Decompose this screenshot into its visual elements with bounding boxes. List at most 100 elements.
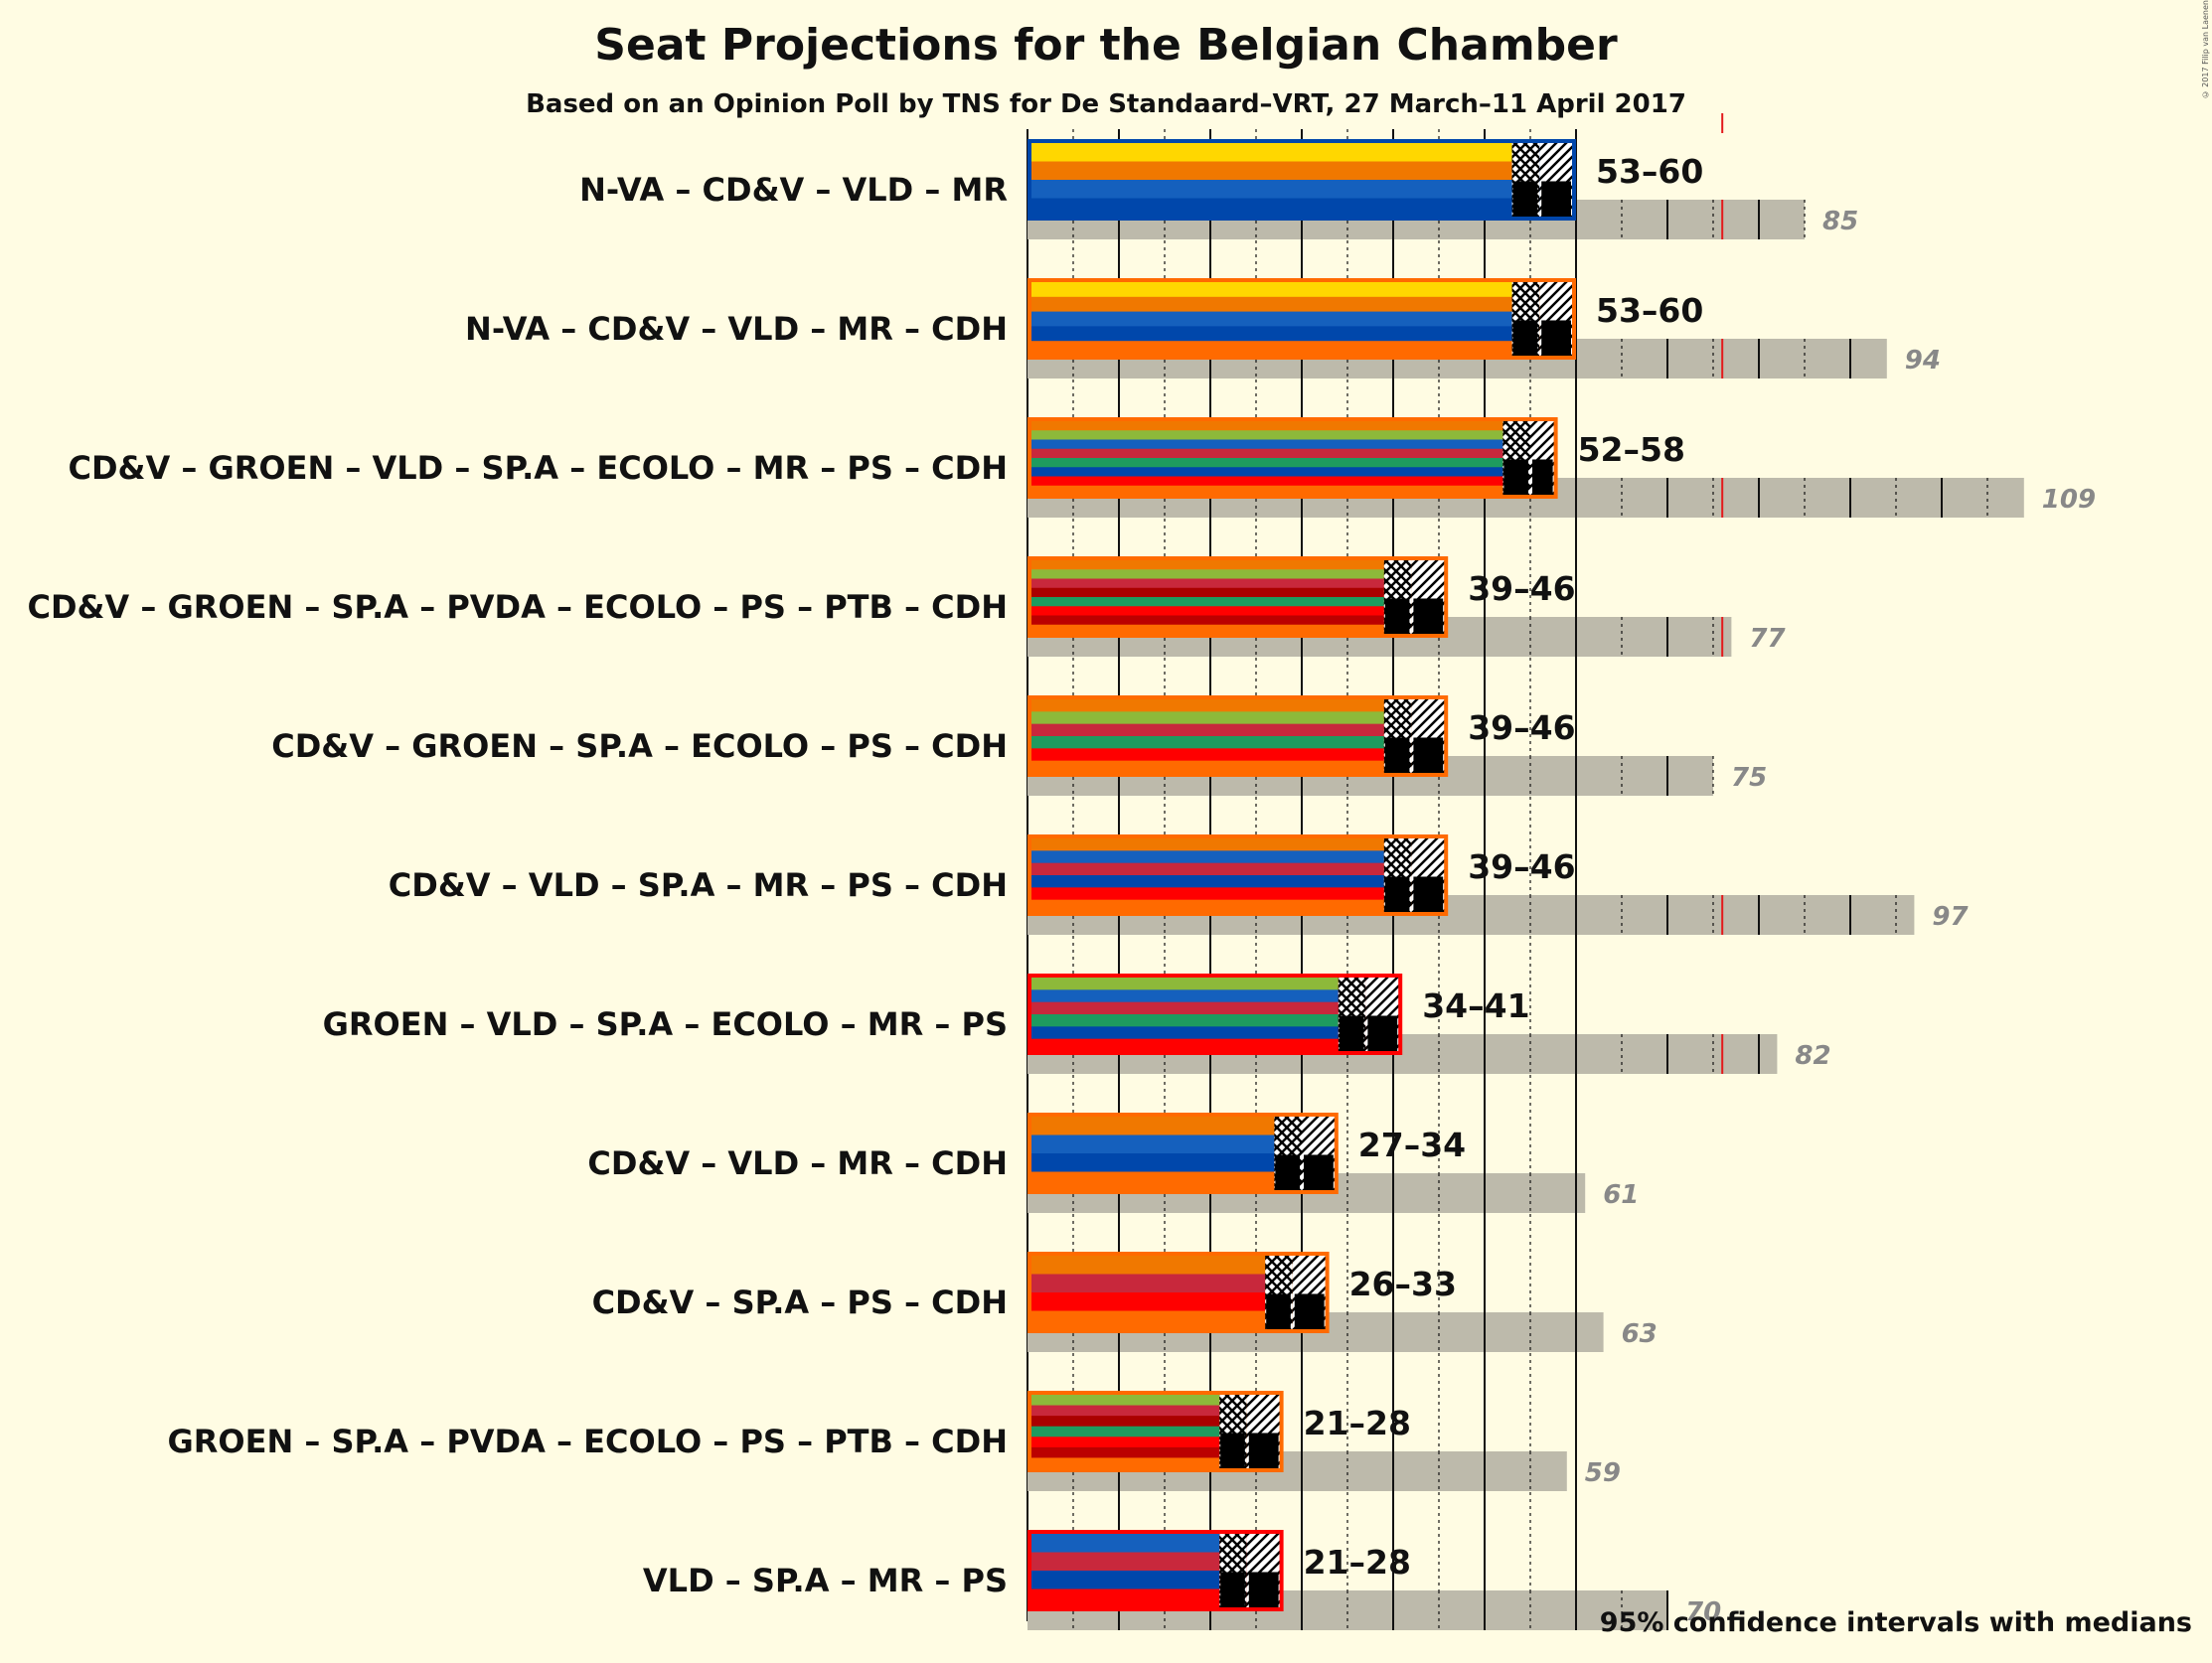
median-block-lower bbox=[1220, 1572, 1245, 1607]
range-label: 21–28 bbox=[1304, 1543, 1411, 1582]
median-block-upper bbox=[1541, 181, 1571, 217]
party-stripe bbox=[1031, 180, 1512, 199]
party-stripe bbox=[1031, 838, 1384, 851]
party-stripe bbox=[1031, 1038, 1339, 1052]
party-stripe bbox=[1031, 1446, 1220, 1458]
coalition-label: GROEN – SP.A – PVDA – ECOLO – PS – PTB –… bbox=[167, 1423, 1008, 1460]
party-stripe bbox=[1031, 560, 1384, 570]
party-stripe bbox=[1031, 736, 1384, 749]
party-stripe bbox=[1031, 569, 1384, 579]
median-block-lower bbox=[1339, 1015, 1364, 1051]
coalition-row: 75 39–46 CD&V – GROEN – SP.A – ECOLO – PS … bbox=[271, 695, 1767, 796]
coalition-row: 77 39–46 CD&V – GROEN – SP.A – PVDA – ECOL… bbox=[27, 556, 1786, 657]
party-stripe bbox=[1031, 326, 1512, 342]
bars-layer: 85 53–60 N-VA – CD&V – VLD – MR 94 53–60 N-VA… bbox=[27, 139, 2096, 1630]
party-stripe bbox=[1031, 760, 1384, 774]
coalition-label: CD&V – GROEN – VLD – SP.A – ECOLO – MR –… bbox=[68, 449, 1008, 487]
range-label: 53–60 bbox=[1596, 291, 1703, 330]
median-block-upper bbox=[1294, 1293, 1325, 1329]
range-label: 39–46 bbox=[1468, 847, 1575, 886]
party-stripe bbox=[1031, 1436, 1220, 1448]
party-stripe bbox=[1031, 850, 1384, 864]
range-label: 27–34 bbox=[1358, 1126, 1466, 1164]
median-block-lower bbox=[1275, 1154, 1300, 1190]
party-stripe bbox=[1031, 1001, 1339, 1015]
coalition-row: 97 39–46 CD&V – VLD – SP.A – MR – PS – CDH bbox=[389, 834, 1969, 935]
coalition-label: N-VA – CD&V – VLD – MR – CDH bbox=[465, 310, 1008, 348]
coalition-label: N-VA – CD&V – VLD – MR bbox=[579, 171, 1008, 209]
party-stripe bbox=[1031, 430, 1503, 440]
median-block-lower bbox=[1384, 737, 1410, 773]
party-stripe bbox=[1031, 1534, 1220, 1553]
last-result-label: 82 bbox=[1795, 1041, 1830, 1071]
party-stripe bbox=[1031, 887, 1384, 901]
last-result-label: 97 bbox=[1932, 902, 1969, 932]
party-stripe bbox=[1031, 1457, 1220, 1469]
party-stripe bbox=[1031, 198, 1512, 218]
coalition-row: 61 27–34 CD&V – VLD – MR – CDH bbox=[587, 1113, 1639, 1213]
coalition-row: 59 21–28 GROEN – SP.A – PVDA – ECOLO – PS … bbox=[167, 1391, 1621, 1491]
party-stripe bbox=[1031, 1416, 1220, 1428]
party-stripe bbox=[1031, 606, 1384, 616]
party-stripe bbox=[1031, 1310, 1266, 1330]
party-stripe bbox=[1031, 624, 1384, 635]
median-block-upper bbox=[1413, 876, 1444, 912]
party-stripe bbox=[1031, 578, 1384, 589]
last-result-label: 70 bbox=[1685, 1597, 1721, 1627]
party-stripe bbox=[1031, 1405, 1220, 1417]
party-stripe bbox=[1031, 1552, 1220, 1572]
median-block-upper bbox=[1541, 320, 1571, 356]
coalition-label: CD&V – VLD – SP.A – MR – PS – CDH bbox=[389, 866, 1008, 904]
party-stripe bbox=[1031, 143, 1512, 162]
party-stripe bbox=[1031, 1026, 1339, 1040]
party-stripe bbox=[1031, 296, 1512, 313]
range-label: 53–60 bbox=[1596, 152, 1703, 191]
party-stripe bbox=[1031, 341, 1512, 357]
coalition-label: GROEN – VLD – SP.A – ECOLO – MR – PS bbox=[323, 1005, 1008, 1043]
party-stripe bbox=[1031, 699, 1384, 712]
party-stripe bbox=[1031, 1256, 1266, 1275]
party-stripe bbox=[1031, 458, 1503, 468]
median-block-upper bbox=[1532, 459, 1553, 495]
median-block-lower bbox=[1384, 598, 1410, 634]
coalition-label: CD&V – GROEN – SP.A – ECOLO – PS – CDH bbox=[271, 727, 1008, 765]
party-stripe bbox=[1031, 1117, 1275, 1135]
party-stripe bbox=[1031, 476, 1503, 487]
legend-note: 95% confidence intervals with medians bbox=[1599, 1607, 2192, 1638]
party-stripe bbox=[1031, 1171, 1275, 1191]
party-stripe bbox=[1031, 1274, 1266, 1293]
last-result-label: 59 bbox=[1585, 1458, 1621, 1488]
median-block-upper bbox=[1248, 1433, 1279, 1468]
coalition-row: 63 26–33 CD&V – SP.A – PS – CDH bbox=[592, 1252, 1658, 1352]
last-result-label: 85 bbox=[1822, 207, 1858, 236]
median-block-upper bbox=[1413, 737, 1444, 773]
last-result-label: 63 bbox=[1622, 1319, 1658, 1349]
median-block-upper bbox=[1413, 598, 1444, 634]
range-label: 39–46 bbox=[1468, 708, 1575, 747]
party-stripe bbox=[1031, 439, 1503, 450]
party-stripe bbox=[1031, 1426, 1220, 1437]
party-stripe bbox=[1031, 597, 1384, 607]
last-result-label: 75 bbox=[1731, 763, 1767, 793]
coalition-label: CD&V – VLD – MR – CDH bbox=[587, 1144, 1008, 1182]
party-stripe bbox=[1031, 311, 1512, 327]
party-stripe bbox=[1031, 1292, 1266, 1311]
coalition-label: VLD – SP.A – MR – PS bbox=[643, 1562, 1008, 1599]
last-result-label: 77 bbox=[1749, 624, 1786, 654]
party-stripe bbox=[1031, 448, 1503, 459]
party-stripe bbox=[1031, 161, 1512, 181]
party-stripe bbox=[1031, 1588, 1220, 1608]
median-block-lower bbox=[1503, 459, 1528, 495]
party-stripe bbox=[1031, 1395, 1220, 1407]
party-stripe bbox=[1031, 711, 1384, 725]
party-stripe bbox=[1031, 615, 1384, 626]
party-stripe bbox=[1031, 421, 1503, 431]
party-stripe bbox=[1031, 899, 1384, 913]
median-block-lower bbox=[1512, 181, 1538, 217]
coalition-row: 85 53–60 N-VA – CD&V – VLD – MR bbox=[579, 139, 1858, 239]
party-stripe bbox=[1031, 282, 1512, 298]
party-stripe bbox=[1031, 1134, 1275, 1154]
range-label: 21–28 bbox=[1304, 1404, 1411, 1442]
party-stripe bbox=[1031, 989, 1339, 1003]
